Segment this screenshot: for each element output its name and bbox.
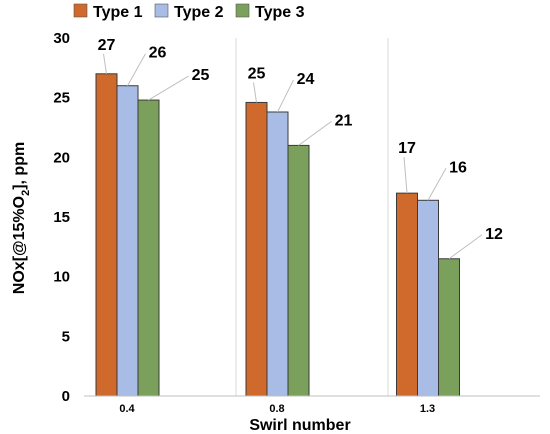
data-label: 17 [398,140,416,157]
leader-line [403,157,408,194]
data-label: 16 [449,159,467,176]
legend-label-type-2: Type 2 [174,4,224,21]
y-tick-label: 5 [62,328,70,345]
leader-line [277,79,294,113]
legend-swatch-type-3 [235,3,250,18]
y-tick-label: 10 [53,269,70,286]
legend-swatch-type-2 [154,3,169,18]
y-tick-label: 25 [53,90,70,107]
legend-label-type-3: Type 3 [255,4,305,21]
bar-type-1 [95,73,118,397]
y-tick-label: 20 [53,149,70,166]
legend-label-type-1: Type 1 [93,4,143,21]
bar-type-1 [245,101,268,397]
bar-type-3 [137,99,160,397]
leader-line [103,53,107,74]
leader-line [127,53,146,86]
y-axis-label: NOx[@15%O2], ppm [11,142,32,294]
bar-type-2 [266,111,289,397]
leader-line [148,75,189,101]
x-tick-label: 1.3 [420,403,435,415]
leader-line [448,234,483,260]
data-labels: 27 25 17 26 24 16 25 21 12 [98,37,503,260]
bar-type-1 [396,192,418,397]
y-axis-ticks: 0 5 10 15 20 25 30 [53,30,70,405]
leader-line [427,168,447,201]
data-label: 26 [149,45,167,62]
data-label: 21 [335,112,353,129]
x-tick-label: 0.8 [269,403,284,415]
bar-type-3 [287,144,310,397]
leader-line [253,82,257,103]
bar-type-3 [438,258,460,397]
x-axis-label: Swirl number [249,417,350,434]
leader-line [298,120,332,146]
x-axis-ticks: 0.4 0.8 1.3 [119,403,435,415]
y-tick-label: 0 [62,388,70,405]
grid-lines [235,38,389,396]
y-tick-label: 15 [53,209,70,226]
data-label: 25 [248,65,266,82]
bars [95,73,460,397]
data-label: 27 [98,37,116,54]
y-tick-label: 30 [53,30,70,47]
data-label: 25 [192,67,210,84]
data-label: 12 [485,226,503,243]
legend: Type 1 Type 2 Type 3 [73,3,305,21]
x-tick-label: 0.4 [119,403,135,415]
bar-type-2 [417,199,439,397]
bar-type-2 [116,85,139,397]
data-label: 24 [297,71,315,88]
legend-swatch-type-1 [73,3,88,18]
